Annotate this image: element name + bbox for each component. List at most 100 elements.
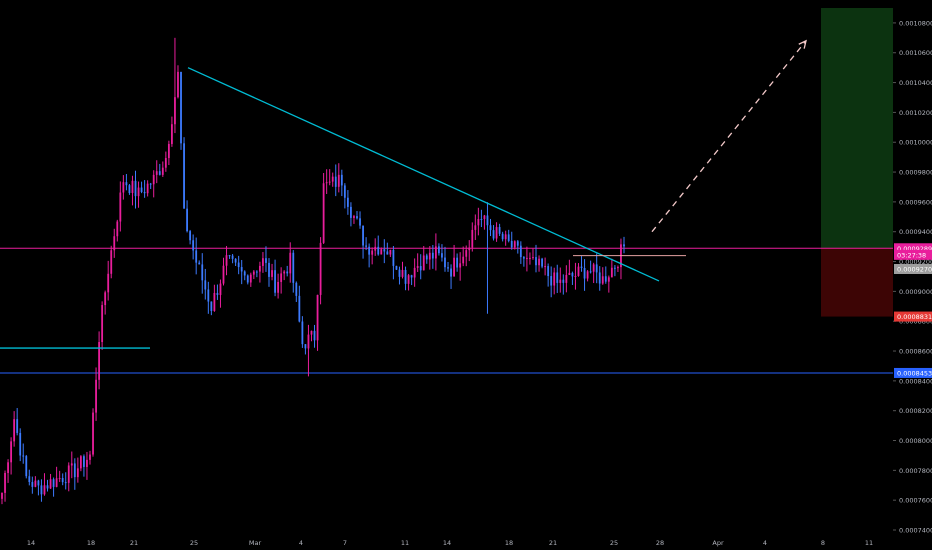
candle: [310, 330, 313, 342]
candle-body: [1, 492, 3, 499]
candle: [189, 229, 192, 245]
candle: [222, 257, 225, 286]
candle: [577, 263, 580, 277]
candle: [171, 116, 173, 147]
candle-body: [234, 258, 237, 263]
candle-body: [55, 478, 58, 487]
candle-body: [119, 192, 122, 222]
profit-zone: [821, 8, 893, 249]
candle: [34, 476, 37, 488]
time-tick-label: 11: [401, 539, 409, 547]
candle: [617, 265, 619, 273]
candle: [425, 253, 428, 264]
price-tick-label: 0.0008400: [899, 377, 932, 385]
candle-body: [195, 250, 198, 263]
candle: [289, 242, 292, 283]
price-axis[interactable]: 0.0010800 0.0010600 0.0010400 0.0010200 0.00…: [893, 0, 932, 550]
candle-body: [444, 257, 446, 268]
candle: [25, 454, 28, 479]
horizontal-levels: [0, 247, 893, 374]
candle-body: [544, 266, 547, 268]
candle: [89, 450, 91, 465]
candle-body: [95, 379, 97, 413]
candle-body: [7, 462, 9, 473]
price-badge-box: [894, 264, 932, 274]
candle-body: [152, 174, 155, 185]
candle: [598, 266, 601, 291]
candle: [292, 250, 295, 293]
candle: [186, 200, 188, 233]
candle: [86, 451, 88, 480]
candle-body: [167, 143, 170, 159]
candle-body: [22, 455, 25, 457]
candle-body: [565, 274, 568, 283]
price-tick-label: 0.0010000: [899, 139, 932, 147]
candle: [92, 408, 94, 457]
candle: [249, 272, 252, 287]
time-tick-label: 21: [130, 539, 138, 547]
candle-body: [201, 264, 204, 281]
candle: [586, 270, 589, 282]
candle-body: [574, 275, 577, 277]
candle-body: [550, 276, 553, 286]
candle: [55, 466, 58, 488]
candle-body: [295, 282, 298, 296]
candle: [495, 222, 498, 242]
candle: [1, 492, 3, 505]
candle-body: [64, 482, 67, 484]
candle: [568, 259, 571, 276]
time-tick-label: 7: [343, 539, 347, 547]
candle-body: [268, 262, 270, 277]
candle-body: [613, 267, 616, 269]
descending-trendline[interactable]: [187, 67, 660, 282]
candle-body: [601, 276, 604, 284]
candle-body: [104, 292, 107, 306]
candle: [565, 265, 568, 293]
candle-body: [580, 266, 583, 269]
candle-body: [474, 225, 477, 230]
candle: [149, 182, 152, 189]
candle-body: [407, 275, 410, 284]
candle-body: [374, 246, 377, 251]
candle: [204, 268, 207, 300]
candle: [40, 479, 43, 502]
candle-body: [228, 255, 231, 257]
candle-body: [471, 229, 474, 248]
candle-body: [49, 479, 52, 489]
candle-body: [428, 252, 431, 260]
candle: [234, 258, 237, 266]
candle: [431, 244, 434, 269]
candle: [113, 228, 116, 258]
candle-body: [149, 183, 152, 185]
candle-body: [79, 456, 82, 469]
candle: [119, 181, 122, 232]
candle-body: [595, 264, 598, 273]
candle: [67, 462, 70, 492]
candle-body: [340, 174, 343, 186]
candle-body: [538, 258, 540, 266]
candle: [7, 459, 9, 483]
candle: [210, 301, 213, 316]
candle: [604, 266, 607, 284]
price-tick-label: 0.0009800: [899, 169, 932, 177]
time-tick-label: Mar: [249, 539, 262, 547]
candle: [607, 275, 610, 293]
time-tick-label: 4: [763, 539, 767, 547]
candle: [213, 284, 216, 312]
candle-body: [101, 305, 104, 343]
time-axis[interactable]: 14 18 21 25 Mar 4 7 11 14 18 21 25 28 Apr 4 8 11: [27, 539, 873, 547]
candle: [262, 252, 264, 273]
price-tick-label: 0.0010200: [899, 109, 932, 117]
candle-body: [516, 241, 519, 246]
candle-body: [547, 266, 550, 277]
price-tick-label: 0.0009000: [899, 288, 932, 296]
time-tick-label: Apr: [712, 539, 724, 547]
candle: [174, 37, 176, 134]
projection-arrow[interactable]: [651, 40, 807, 233]
candle: [386, 242, 389, 255]
candle-body: [343, 185, 346, 198]
candle: [492, 225, 495, 241]
candle-body: [304, 344, 307, 349]
candle: [513, 240, 516, 250]
